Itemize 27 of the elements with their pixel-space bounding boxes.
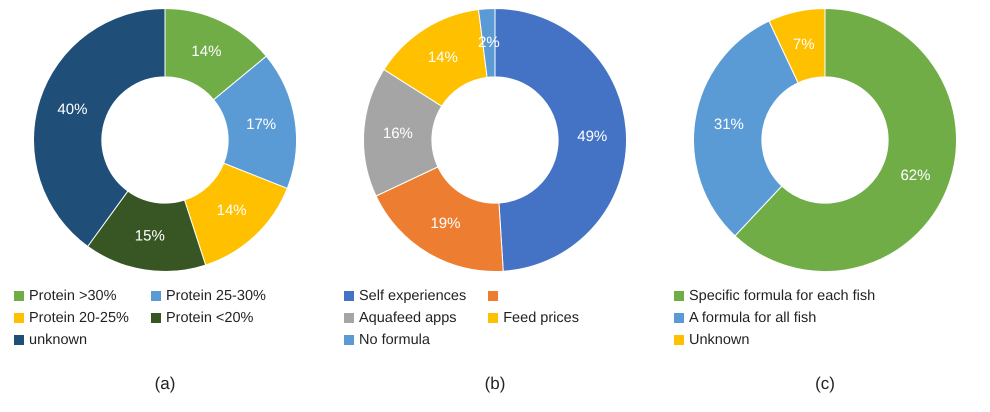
data-label: 14% bbox=[191, 43, 222, 60]
data-label: 17% bbox=[246, 116, 276, 133]
legend-label: Protein <20% bbox=[166, 310, 254, 326]
text: (c) bbox=[814, 374, 836, 394]
legend-label: Feed prices bbox=[503, 310, 579, 326]
data-label: 14% bbox=[428, 48, 458, 66]
legend-label: Protein >30% bbox=[29, 288, 116, 304]
data-label: 19% bbox=[430, 214, 460, 232]
legend-label: No formula bbox=[359, 332, 430, 348]
legend-label: Aquafeed apps bbox=[359, 310, 457, 326]
data-label: 31% bbox=[714, 116, 744, 133]
legend-label: Protein 25-30% bbox=[166, 288, 266, 304]
text: (a) bbox=[154, 374, 176, 394]
text: (b) bbox=[484, 374, 506, 394]
data-label: 49% bbox=[577, 128, 608, 146]
data-label: 15% bbox=[134, 227, 165, 244]
data-label: 40% bbox=[57, 101, 88, 118]
legend-label: Self experiences bbox=[359, 288, 466, 304]
data-label: 16% bbox=[382, 125, 413, 142]
data-label: 14% bbox=[216, 202, 247, 220]
legend-label: Specific formula for each fish bbox=[689, 288, 876, 304]
legend-label: A formula for all fish bbox=[689, 310, 816, 326]
data-label: 62% bbox=[900, 166, 930, 184]
legend-label: unknown bbox=[29, 332, 88, 348]
legend-label: Unknown bbox=[689, 332, 750, 348]
data-label: 7% bbox=[792, 36, 815, 54]
legend-label: Protein 20-25% bbox=[29, 310, 129, 326]
